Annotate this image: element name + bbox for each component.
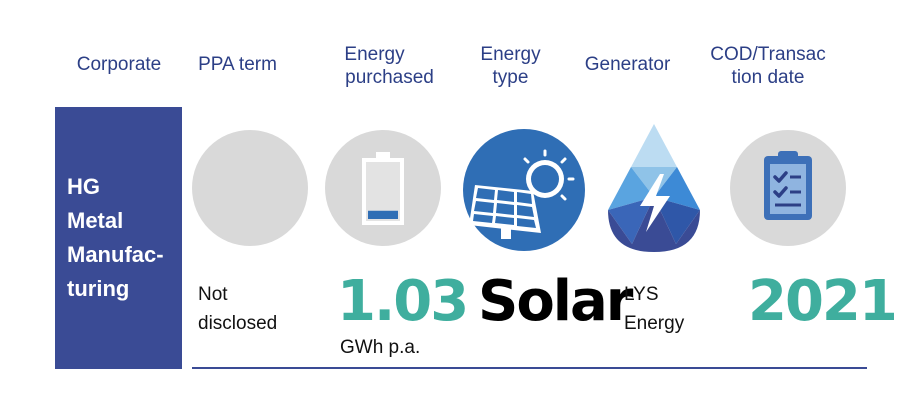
corporate-name: HG Metal Manufac- turing <box>67 170 179 306</box>
corporate-panel <box>55 107 182 369</box>
header-energy-type-line2: type <box>492 67 529 88</box>
ppa-term-line1: Not <box>198 284 228 305</box>
header-energy-type-line1: Energy <box>480 44 541 65</box>
water-drop-lightning-icon <box>608 124 700 252</box>
generator-line1: LYS <box>624 284 659 305</box>
header-energy-purchased-line1: Energy <box>344 44 405 65</box>
header-corporate: Corporate <box>76 54 162 75</box>
generator-value: LYS Energy <box>624 283 684 336</box>
header-energy-purchased-line2: purchased <box>345 67 434 88</box>
battery-icon <box>362 152 404 225</box>
generator-line2: Energy <box>624 313 685 334</box>
header-generator: Generator <box>584 54 671 75</box>
solar-panel-icon <box>463 129 585 251</box>
energy-purchased-value: 1.03 <box>337 269 469 334</box>
clipboard-checklist-icon <box>764 151 812 220</box>
bottom-divider <box>192 367 867 369</box>
ppa-term-value: Not disclosed <box>198 283 277 336</box>
ppa-term-placeholder-circle <box>192 130 308 246</box>
header-energy-purchased: Energy purchased <box>322 43 457 89</box>
header-cod-date-line1: COD/Transac <box>710 44 826 65</box>
cod-date-value: 2021 <box>748 269 898 334</box>
corporate-name-line1: HG <box>67 174 100 199</box>
corporate-name-line2: Metal <box>67 208 124 233</box>
corporate-name-line3: Manufac- <box>67 242 164 267</box>
header-energy-type: Energy type <box>463 43 558 89</box>
header-ppa-term: PPA term <box>198 54 277 75</box>
header-cod-date: COD/Transac tion date <box>693 43 843 89</box>
corporate-name-line4: turing <box>67 276 130 301</box>
ppa-term-line2: disclosed <box>198 313 278 334</box>
header-cod-date-line2: tion date <box>731 67 805 88</box>
energy-purchased-unit: GWh p.a. <box>340 337 421 358</box>
energy-type-value: Solar <box>478 269 633 334</box>
